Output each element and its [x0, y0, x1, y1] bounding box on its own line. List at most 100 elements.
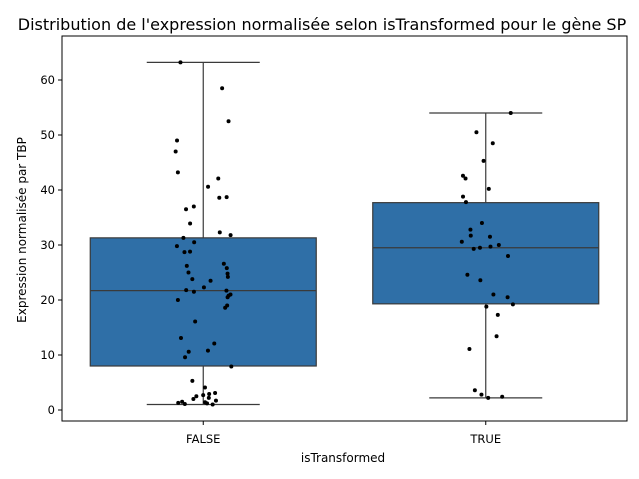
data-point: [465, 272, 470, 277]
data-point: [184, 288, 189, 293]
data-point: [188, 249, 193, 254]
data-point: [202, 385, 207, 390]
data-point: [484, 304, 489, 309]
data-point: [479, 392, 484, 397]
data-point: [471, 246, 476, 251]
data-point: [461, 194, 466, 199]
data-point: [176, 400, 181, 405]
y-tick-label: 0: [48, 403, 55, 417]
y-axis: 0 10 20 30 40 50 60: [40, 73, 62, 417]
data-point: [201, 285, 206, 290]
data-point: [228, 233, 233, 238]
y-tick-label: 40: [40, 183, 55, 197]
data-point: [213, 390, 218, 395]
data-point: [481, 158, 486, 163]
data-point: [224, 288, 229, 293]
data-point: [229, 364, 234, 369]
data-point: [178, 60, 183, 65]
data-point: [190, 378, 195, 383]
chart-title: Distribution de l'expression normalisée …: [18, 15, 627, 34]
data-point: [191, 289, 196, 294]
data-point: [201, 393, 206, 398]
y-tick-label: 50: [40, 128, 55, 142]
data-point: [224, 266, 229, 271]
data-point: [208, 278, 213, 283]
data-point: [182, 401, 187, 406]
data-point: [486, 186, 491, 191]
data-point: [186, 349, 191, 354]
data-point: [491, 292, 496, 297]
x-tick-label: FALSE: [186, 432, 220, 446]
data-point: [486, 395, 491, 400]
data-point: [192, 240, 197, 245]
data-point: [495, 312, 500, 317]
data-point: [220, 86, 225, 91]
data-point: [490, 141, 495, 146]
data-point: [505, 295, 510, 300]
x-axis-label: isTransformed: [301, 451, 385, 465]
data-point: [194, 394, 199, 399]
data-point: [175, 298, 180, 302]
data-point: [463, 176, 468, 181]
data-point: [474, 130, 479, 135]
data-point: [190, 277, 195, 282]
data-point: [174, 244, 179, 249]
data-point: [183, 355, 188, 360]
data-point: [467, 346, 472, 351]
data-point: [460, 173, 465, 178]
data-point: [175, 138, 180, 143]
data-point: [468, 227, 473, 232]
data-point: [488, 244, 493, 249]
data-point: [210, 402, 215, 407]
data-point: [223, 305, 228, 310]
data-point: [212, 341, 217, 346]
data-point: [468, 233, 473, 238]
data-point: [510, 302, 515, 307]
data-point: [487, 234, 492, 239]
data-point: [182, 250, 187, 255]
data-point: [180, 399, 185, 404]
data-point: [206, 395, 211, 400]
data-point: [206, 184, 211, 189]
data-point: [478, 278, 483, 283]
data-point: [181, 235, 186, 240]
data-point: [217, 230, 222, 235]
box-true: [372, 202, 600, 305]
data-point: [175, 170, 180, 175]
data-point: [221, 261, 226, 266]
data-point: [459, 239, 464, 244]
data-point: [224, 195, 229, 200]
data-point: [178, 335, 183, 340]
data-point: [173, 149, 178, 154]
data-point: [463, 200, 468, 205]
data-point: [225, 271, 230, 276]
data-point: [205, 401, 210, 406]
data-point: [505, 254, 510, 258]
data-point: [225, 274, 230, 279]
data-point: [472, 388, 477, 393]
x-tick-label: TRUE: [469, 432, 501, 446]
data-point: [496, 243, 501, 247]
box-false: [89, 237, 317, 367]
data-point: [191, 397, 196, 401]
data-point: [191, 204, 196, 209]
plot-frame: [61, 35, 628, 422]
data-point: [184, 207, 189, 212]
y-axis-label: Expression normalisée par TBP: [15, 137, 29, 323]
data-point: [188, 221, 193, 226]
data-point: [226, 119, 231, 124]
data-point: [500, 394, 505, 399]
data-point: [225, 295, 230, 300]
data-point: [216, 176, 221, 181]
data-point: [205, 348, 210, 353]
data-point: [213, 398, 218, 403]
y-tick-label: 10: [40, 348, 55, 362]
y-tick-label: 20: [40, 293, 55, 307]
data-point: [186, 270, 191, 275]
data-point: [494, 334, 499, 339]
data-point: [508, 111, 513, 115]
data-point: [207, 392, 212, 397]
y-tick-label: 60: [40, 73, 55, 87]
data-point: [479, 221, 484, 225]
